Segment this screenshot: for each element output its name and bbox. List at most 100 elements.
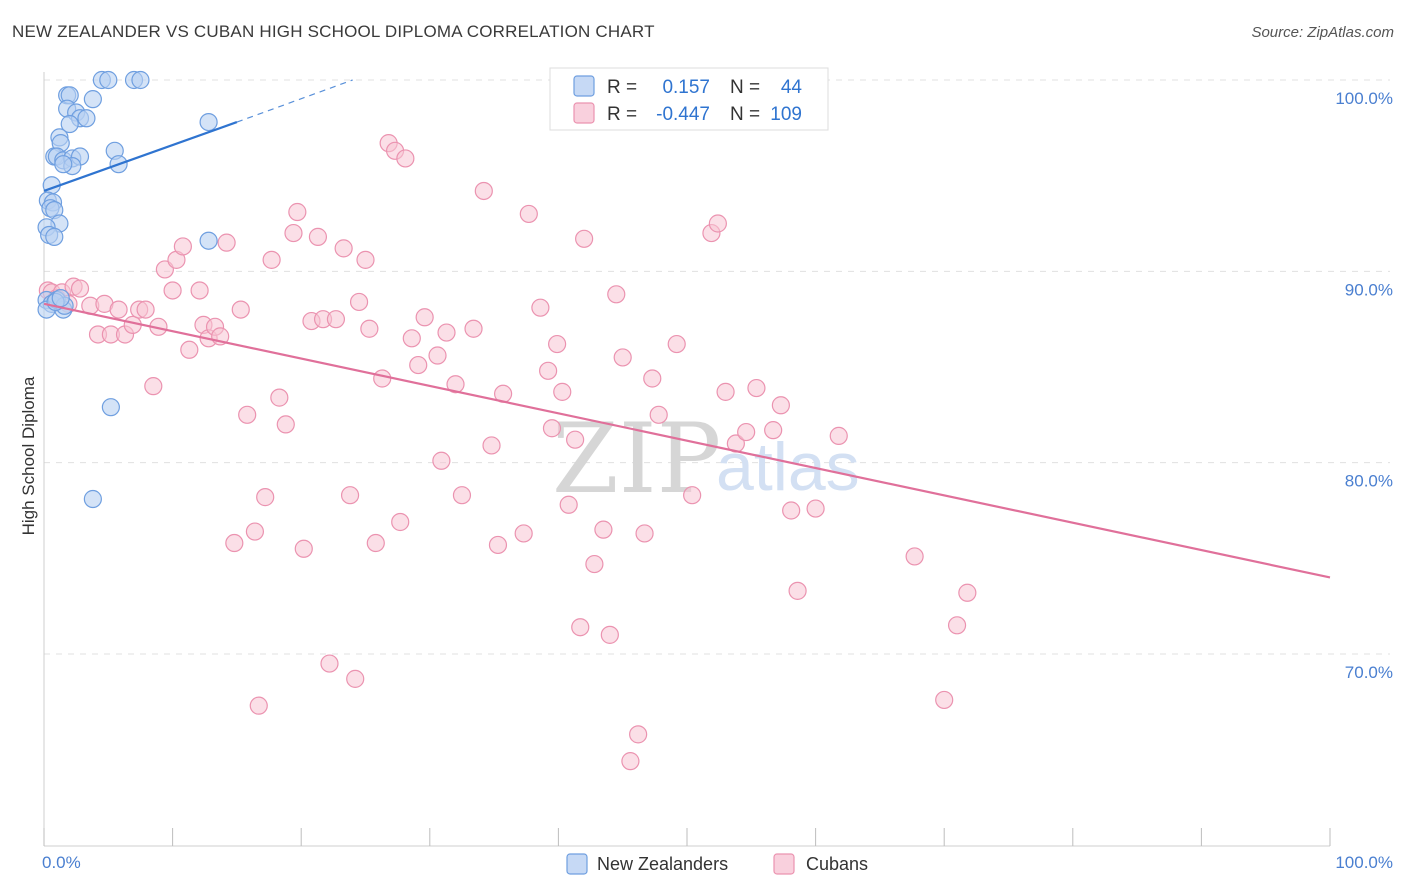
- cubans-point: [464, 319, 483, 338]
- cubans-point: [245, 522, 265, 541]
- cubans-point: [308, 227, 328, 246]
- cubans-point: [415, 308, 434, 327]
- cubans-point: [514, 524, 533, 543]
- legend-n-label-1: N =: [730, 77, 760, 98]
- new-zealanders-point: [51, 289, 70, 308]
- cubans-point: [542, 419, 562, 438]
- x-tick-label-100: 100.0%: [1335, 853, 1393, 872]
- legend-r-value-new-zealanders: 0.157: [662, 77, 710, 98]
- cubans-point: [613, 348, 632, 367]
- cubans-point: [109, 300, 128, 319]
- new-zealanders-point: [83, 489, 102, 509]
- new-zealanders-point: [131, 70, 150, 90]
- cubans-point: [782, 501, 801, 520]
- cubans-point: [349, 292, 369, 312]
- gridlines: [44, 79, 1390, 655]
- cubans-point: [585, 554, 604, 574]
- cubans-point: [635, 524, 654, 543]
- series-legend-swatch-cubans[interactable]: [773, 853, 795, 875]
- new-zealanders-point: [60, 114, 79, 134]
- legend-r-label-1: R =: [607, 77, 637, 98]
- new-zealanders-points: [37, 70, 218, 509]
- cubans-point: [373, 369, 392, 388]
- new-zealanders-point: [54, 155, 73, 174]
- cubans-point: [566, 430, 585, 449]
- trend-line-cubans: [43, 302, 1331, 579]
- legend-n-value-new-zealanders: 44: [781, 77, 803, 98]
- cubans-point: [231, 300, 250, 319]
- cubans-point: [190, 281, 209, 300]
- cubans-point: [829, 426, 848, 445]
- cubans-point: [238, 405, 257, 424]
- cubans-points: [38, 134, 977, 771]
- cubans-point: [548, 334, 567, 354]
- cubans-point: [173, 237, 192, 256]
- cubans-point: [180, 340, 199, 359]
- cubans-point: [539, 361, 558, 380]
- cubans-point: [905, 547, 924, 566]
- cubans-point: [225, 533, 244, 553]
- series-legend-label-cubans[interactable]: Cubans: [806, 854, 868, 874]
- cubans-point: [276, 415, 295, 434]
- legend-r-value-cubans: -0.447: [656, 104, 710, 125]
- cubans-point: [402, 329, 421, 348]
- cubans-point: [70, 279, 90, 298]
- cubans-point: [262, 250, 281, 269]
- cubans-point: [360, 319, 379, 338]
- cubans-point: [270, 388, 289, 407]
- cubans-point: [340, 486, 360, 505]
- cubans-point: [326, 310, 346, 329]
- cubans-point: [249, 696, 268, 715]
- cubans-point: [747, 378, 766, 398]
- y-axis-label: High School Diploma: [19, 376, 38, 535]
- cubans-point: [958, 583, 977, 602]
- cubans-point: [531, 298, 550, 317]
- cubans-point: [575, 229, 594, 248]
- cubans-point: [217, 233, 236, 252]
- series-legend-label-new-zealanders[interactable]: New Zealanders: [597, 854, 728, 874]
- y-tick-label-80: 80.0%: [1345, 472, 1393, 491]
- new-zealanders-point: [199, 112, 218, 132]
- cubans-point: [474, 181, 493, 201]
- cubans-point: [764, 421, 783, 440]
- y-tick-label-90: 90.0%: [1345, 280, 1393, 299]
- cubans-point: [771, 396, 790, 415]
- cubans-point: [432, 451, 451, 470]
- cubans-point: [346, 669, 365, 688]
- trend-line-new-zealanders-extension: [236, 79, 353, 123]
- x-tick-labels: 0.0% 100.0%: [42, 853, 1393, 872]
- y-tick-labels: 100.0% 90.0% 80.0% 70.0%: [1335, 89, 1393, 682]
- new-zealanders-point: [77, 109, 96, 128]
- legend-r-label-2: R =: [607, 104, 637, 125]
- cubans-point: [334, 239, 353, 258]
- watermark: ZIP atlas: [552, 403, 860, 515]
- cubans-point: [288, 202, 307, 222]
- stats-legend: R = 0.157 N = 44 R = -0.447 N = 109: [549, 67, 829, 131]
- cubans-point: [409, 355, 428, 375]
- trend-lines: [43, 79, 1331, 579]
- cubans-point: [519, 204, 538, 224]
- cubans-point: [649, 405, 668, 424]
- new-zealanders-point: [99, 70, 118, 90]
- cubans-point: [708, 214, 727, 233]
- stats-legend-box: [549, 67, 829, 131]
- cubans-point: [428, 346, 447, 365]
- cubans-point: [629, 725, 648, 744]
- source-note: Source: ZipAtlas.com: [1251, 24, 1394, 41]
- cubans-point: [320, 654, 339, 673]
- cubans-point: [643, 369, 662, 388]
- cubans-point: [396, 149, 415, 168]
- cubans-point: [553, 382, 572, 401]
- cubans-point: [163, 281, 182, 300]
- new-zealanders-point: [83, 90, 102, 109]
- cubans-point: [935, 690, 954, 710]
- cubans-point: [391, 512, 410, 532]
- cubans-point: [144, 377, 163, 396]
- series-legend-swatch-new-zealanders[interactable]: [566, 853, 588, 875]
- cubans-point: [294, 539, 313, 558]
- trend-line-new-zealanders: [43, 121, 238, 193]
- x-ticks: [43, 828, 1331, 846]
- cubans-point: [437, 323, 456, 342]
- cubans-point: [806, 499, 825, 518]
